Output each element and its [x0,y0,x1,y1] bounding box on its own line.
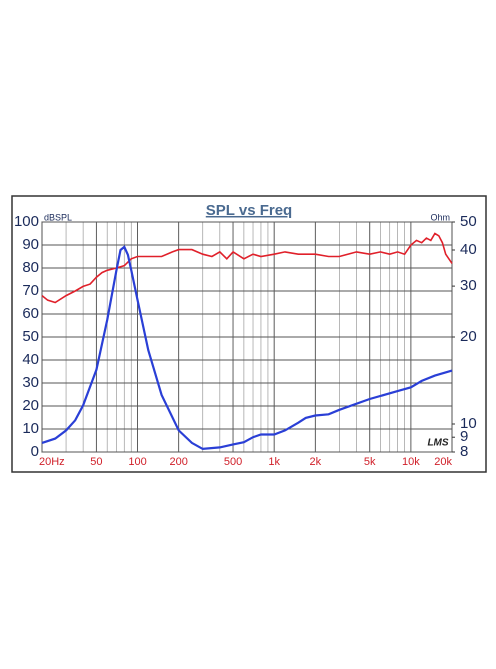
y-tick-label: 20 [22,397,39,414]
y-tick-label: 0 [31,443,39,460]
y-tick-label: 100 [14,213,39,230]
y-tick-label: 80 [22,259,39,276]
y-tick-label: 50 [22,328,39,345]
y2-tick-label: 10 [460,415,477,432]
x-tick-label: 2k [310,456,322,468]
y2-tick-label: 9 [460,428,468,445]
y2-tick-label: 50 [460,213,477,230]
y2-tick-label: 8 [460,443,468,460]
x-tick-label: 100 [128,456,146,468]
x-tick-label: 10k [402,456,420,468]
chart-title: SPL vs Freq [206,202,292,219]
y-tick-label: 60 [22,305,39,322]
logo: LMS [427,438,448,449]
y2-tick-label: 20 [460,328,477,345]
y-tick-label: 10 [22,420,39,437]
y-tick-label: 30 [22,374,39,391]
y-tick-label: 90 [22,236,39,253]
x-tick-label: 5k [364,456,376,468]
x-tick-label: 200 [169,456,187,468]
x-tick-label: 50 [90,456,102,468]
x-tick-label: 20Hz [39,456,65,468]
data-line [41,245,453,451]
y-tick-label: 40 [22,351,39,368]
x-tick-label: 20k [434,456,452,468]
y2-tick-label: 40 [460,241,477,258]
x-tick-label: 500 [224,456,242,468]
y-tick-label: 70 [22,282,39,299]
y-axis-title: dBSPL [44,212,72,222]
x-tick-label: 1k [268,456,280,468]
y2-axis-title: Ohm [430,212,450,222]
data-line [41,232,453,304]
y2-tick-label: 30 [460,277,477,294]
